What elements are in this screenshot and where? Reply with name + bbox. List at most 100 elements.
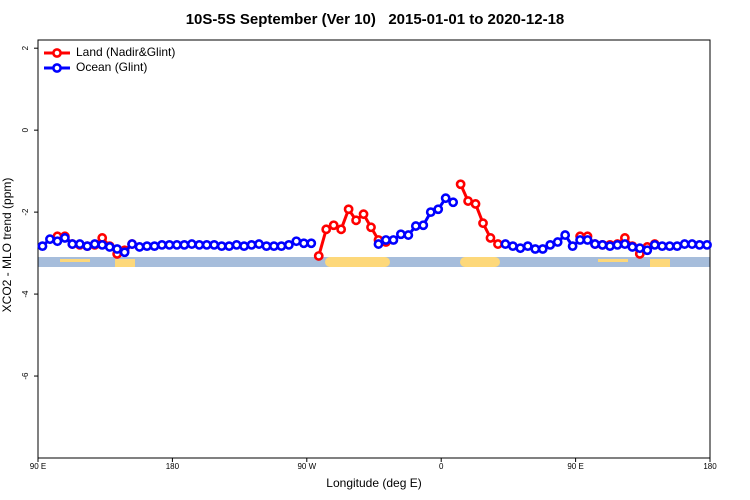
point	[254, 239, 264, 249]
map-land	[460, 257, 500, 267]
point	[545, 240, 556, 250]
point	[493, 239, 503, 249]
point	[351, 215, 361, 226]
map-land	[60, 259, 90, 262]
point	[500, 239, 511, 249]
point	[209, 240, 220, 250]
point	[687, 239, 697, 249]
point	[201, 240, 212, 250]
point	[119, 247, 130, 258]
point	[612, 240, 623, 250]
point	[336, 224, 347, 235]
point	[283, 240, 294, 250]
point	[142, 241, 152, 252]
point	[478, 218, 488, 229]
y-tick-label: 0	[21, 127, 30, 132]
y-tick-label: 2	[21, 45, 30, 50]
point	[664, 241, 675, 252]
point	[216, 241, 227, 252]
point	[127, 239, 137, 249]
point	[702, 240, 712, 250]
point	[97, 240, 108, 250]
point	[507, 241, 518, 252]
point	[269, 241, 279, 252]
point	[59, 233, 70, 243]
point	[590, 239, 600, 249]
point	[425, 207, 436, 218]
x-axis-label: Longitude (deg E)	[326, 476, 421, 490]
point	[552, 237, 563, 247]
point	[194, 240, 205, 250]
point	[672, 241, 683, 252]
point	[381, 235, 391, 245]
point	[134, 242, 145, 252]
point	[171, 240, 182, 250]
point	[321, 224, 332, 235]
point	[306, 238, 317, 249]
point	[448, 197, 459, 208]
x-tick-label: 90 E	[567, 462, 583, 471]
point	[470, 199, 481, 209]
x-tick-label: 90 W	[297, 462, 316, 471]
point	[291, 236, 302, 247]
point	[179, 240, 190, 250]
point	[186, 239, 197, 249]
point	[104, 242, 115, 252]
point	[619, 239, 630, 249]
point	[52, 236, 63, 247]
point	[433, 204, 444, 215]
point	[157, 240, 167, 250]
point	[634, 243, 645, 254]
point	[485, 233, 496, 243]
point	[239, 241, 249, 252]
point	[530, 244, 541, 254]
point	[366, 222, 376, 233]
point	[657, 241, 668, 252]
y-axis-label: XCO2 - MLO trend (ppm)	[0, 178, 14, 313]
map-land	[325, 257, 390, 267]
point	[276, 241, 287, 252]
point	[164, 240, 175, 250]
point	[373, 239, 384, 249]
y-tick-label: -2	[21, 208, 30, 216]
point	[605, 241, 615, 252]
point	[82, 241, 93, 252]
point	[343, 204, 354, 215]
point	[642, 245, 653, 256]
point	[582, 235, 593, 245]
map-land	[598, 259, 628, 262]
point	[328, 220, 339, 231]
point	[403, 230, 414, 240]
point	[627, 242, 638, 252]
map-land	[115, 259, 135, 267]
point	[537, 244, 548, 254]
point	[560, 230, 571, 240]
x-tick-label: 90 E	[30, 462, 46, 471]
legend-marker	[52, 48, 62, 58]
point	[261, 241, 272, 252]
point	[597, 240, 608, 250]
point	[440, 193, 451, 204]
point	[231, 240, 242, 250]
plot-frame	[37, 39, 711, 459]
point	[358, 209, 369, 220]
point	[89, 239, 100, 249]
point	[694, 240, 705, 250]
point	[112, 244, 123, 254]
point	[463, 196, 473, 206]
point	[522, 241, 533, 252]
point	[679, 239, 690, 249]
point	[246, 240, 257, 250]
point	[410, 221, 421, 231]
legend-label: Land (Nadir&Glint)	[76, 45, 175, 59]
point	[74, 239, 85, 249]
map-land	[650, 259, 670, 267]
chart-title: 10S-5S September (Ver 10) 2015-01-01 to …	[186, 11, 565, 28]
legend-marker	[52, 63, 62, 73]
point	[395, 229, 406, 240]
point	[298, 238, 309, 249]
point	[388, 235, 399, 245]
point	[567, 241, 578, 252]
